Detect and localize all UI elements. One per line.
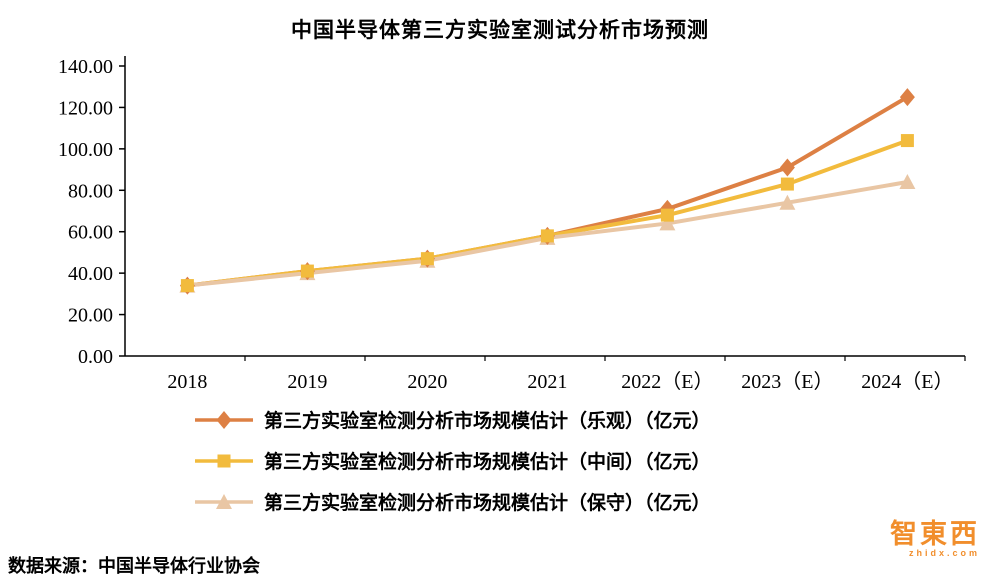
y-axis-label: 100.00 — [58, 139, 113, 161]
legend-label-conservative: 第三方实验室检测分析市场规模估计（保守）（亿元） — [264, 493, 711, 514]
legend-item-optimistic: 第三方实验室检测分析市场规模估计（乐观）（亿元） — [193, 406, 1000, 433]
x-axis-label: 2022（E） — [621, 370, 713, 393]
square-marker-icon — [900, 134, 914, 148]
legend-label-optimistic: 第三方实验室检测分析市场规模估计（乐观）（亿元） — [264, 411, 711, 432]
x-axis-label: 2021 — [527, 371, 567, 393]
square-marker-icon — [780, 177, 794, 191]
triangle-marker-icon — [779, 194, 796, 210]
watermark-logo-text: 智東西 — [890, 519, 980, 550]
y-axis-label: 0.00 — [78, 346, 113, 368]
x-axis-label: 2018 — [167, 371, 207, 393]
chart-title: 中国半导体第三方实验室测试分析市场预测 — [291, 19, 709, 42]
diamond-marker-icon — [899, 88, 915, 107]
line-chart: 0.00 20.00 40.00 60.00 80.00 100.00 120.00 140.… — [58, 56, 966, 393]
data-source-text: 数据来源：中国半导体行业协会 — [8, 556, 260, 576]
x-axis-label: 2019 — [287, 371, 327, 393]
square-marker-icon — [540, 229, 554, 243]
square-marker-icon — [660, 208, 674, 222]
chart-legend: 第三方实验室检测分析市场规模估计（乐观）（亿元） 第三方实验室检测分析市场规模估… — [193, 406, 1000, 515]
legend-item-conservative: 第三方实验室检测分析市场规模估计（保守）（亿元） — [193, 488, 1000, 515]
x-axis-label: 2023（E） — [741, 370, 833, 393]
triangle-marker-icon — [216, 493, 232, 509]
legend-swatch-middle-icon — [195, 454, 253, 467]
y-axis-label: 60.00 — [68, 222, 113, 244]
triangle-marker-icon — [899, 174, 916, 189]
diamond-marker-icon — [779, 158, 795, 177]
y-axis-label: 80.00 — [68, 180, 113, 202]
legend-swatch-conservative-icon — [195, 493, 253, 509]
watermark: 智東西 zhidx.com — [890, 520, 980, 558]
legend-item-middle: 第三方实验室检测分析市场规模估计（中间）（亿元） — [193, 447, 1000, 474]
triangle-marker-icon — [659, 215, 676, 231]
y-axis-label: 40.00 — [68, 263, 113, 285]
square-marker-icon — [180, 279, 194, 293]
y-axis-label: 120.00 — [58, 97, 113, 119]
watermark-sub-text: zhidx.com — [908, 547, 980, 558]
y-axis-label: 20.00 — [68, 305, 113, 327]
square-marker-icon — [300, 264, 314, 278]
x-axis-label: 2020 — [407, 371, 447, 393]
square-marker-icon — [420, 252, 434, 266]
legend-swatch-optimistic-icon — [195, 410, 253, 429]
legend-label-middle: 第三方实验室检测分析市场规模估计（中间）（亿元） — [264, 452, 711, 473]
y-axis-label: 140.00 — [58, 56, 113, 78]
square-marker-icon — [217, 454, 231, 467]
diamond-marker-icon — [216, 410, 232, 429]
x-axis-label: 2024（E） — [861, 370, 953, 393]
series-line — [185, 95, 910, 288]
